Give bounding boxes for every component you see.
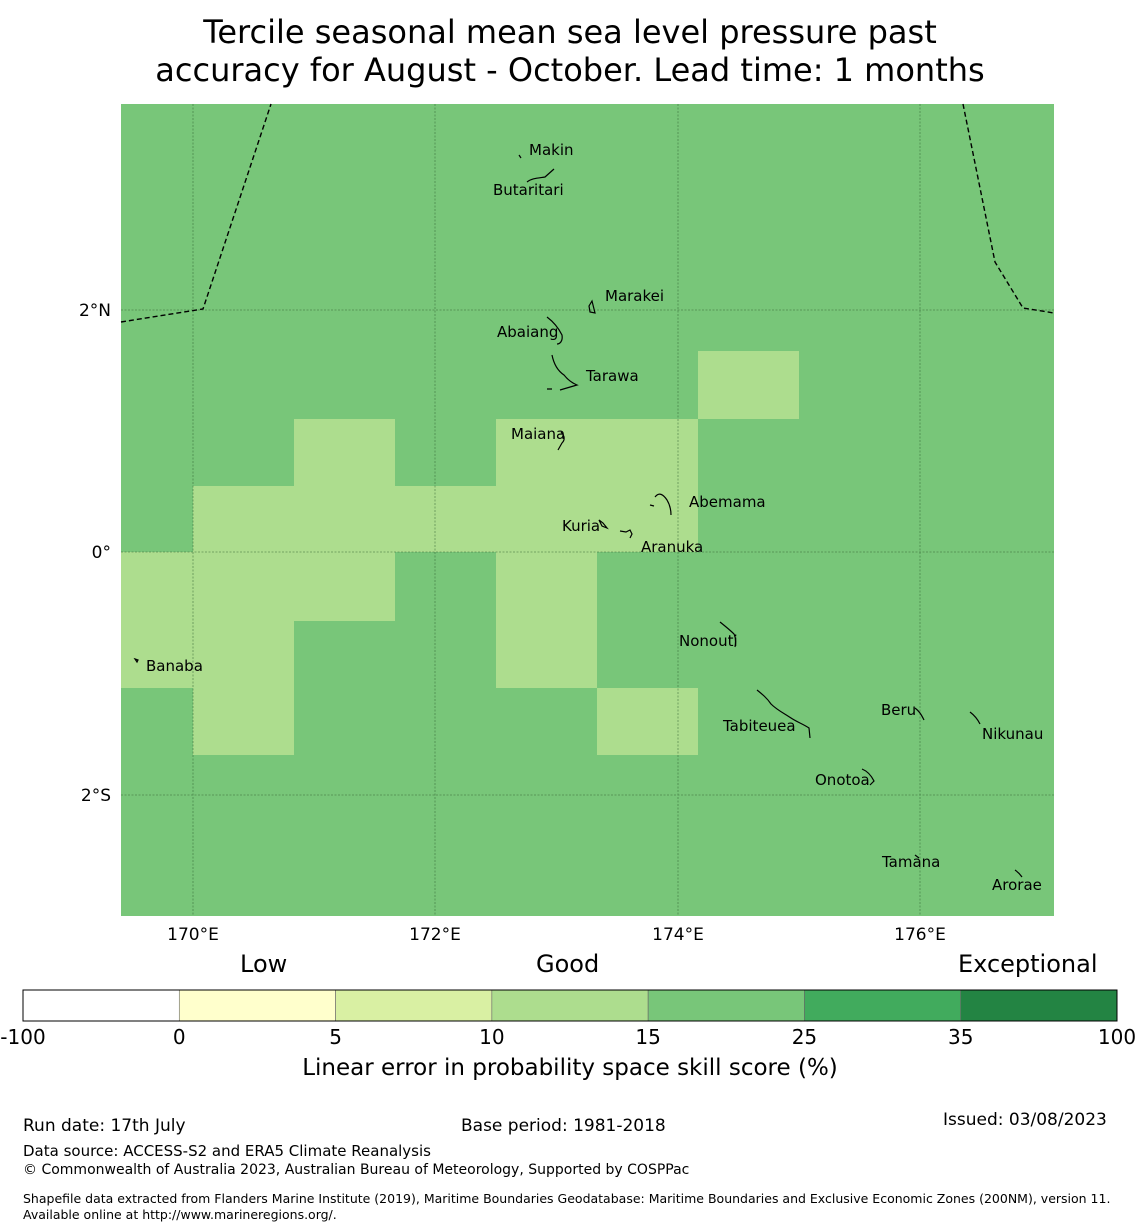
legend-level-good: Good	[536, 950, 600, 978]
skill-cell	[496, 552, 597, 621]
skill-cell	[193, 486, 698, 552]
island-kuria	[598, 519, 609, 530]
legend-level-low: Low	[240, 950, 288, 978]
place-label-butaritari: Butaritari	[493, 181, 564, 199]
copyright: © Commonwealth of Australia 2023, Austra…	[23, 1162, 690, 1178]
lon-label-174e: 174°E	[652, 925, 704, 945]
island-nonouti	[719, 621, 737, 648]
place-label-abemama: Abemama	[689, 493, 766, 511]
island-beru	[914, 707, 925, 721]
place-label-tarawa: Tarawa	[585, 367, 639, 385]
place-label-makin: Makin	[529, 141, 574, 159]
island-tamana	[914, 854, 920, 859]
skill-cell	[496, 419, 698, 486]
place-label-onotoa: Onotoa	[815, 771, 870, 789]
base-period: Base period: 1981-2018	[461, 1116, 666, 1136]
place-label-tamana: Tamana	[881, 853, 940, 871]
island-onotoa	[861, 768, 875, 786]
island-marakei	[588, 299, 596, 314]
lon-label-176e: 176°E	[894, 925, 946, 945]
island-tarawa	[547, 354, 579, 391]
place-label-marakei: Marakei	[605, 287, 664, 305]
island-arorae	[1014, 869, 1023, 878]
colorbar-label: Linear error in probability space skill …	[302, 1055, 838, 1081]
island-maiana	[557, 431, 565, 451]
eez-boundaries	[120, 103, 1055, 323]
lat-label-2n: 2°N	[79, 301, 111, 321]
chart-title-line2: accuracy for August - October. Lead time…	[155, 51, 985, 89]
skill-cell	[193, 688, 294, 755]
island-butaritari	[526, 168, 555, 183]
place-label-arorae: Arorae	[992, 876, 1042, 894]
island-nikunau	[969, 711, 981, 725]
skill-cell	[294, 419, 395, 486]
place-label-maiana: Maiana	[511, 425, 565, 443]
issued-date: Issued: 03/08/2023	[943, 1110, 1107, 1130]
place-label-banaba: Banaba	[146, 657, 203, 675]
place-label-nonouti: Nonouti	[679, 632, 738, 650]
lat-label-0: 0°	[92, 543, 111, 563]
place-label-abaiang: Abaiang	[497, 323, 558, 341]
legend-level-exceptional: Exceptional	[958, 950, 1098, 978]
eez-boundary-west	[120, 103, 272, 323]
place-label-nikunau: Nikunau	[982, 725, 1043, 743]
island-aranuka	[619, 529, 633, 539]
lon-label-170e: 170°E	[167, 925, 219, 945]
lon-label-172e: 172°E	[409, 925, 461, 945]
shapefile-credit: Shapefile data extracted from Flanders M…	[23, 1191, 1111, 1222]
gridlines	[121, 104, 1054, 916]
skill-cells-light	[121, 351, 799, 755]
island-outlines	[133, 154, 1023, 878]
place-label-kuria: Kuria	[562, 517, 600, 535]
island-abaiang	[546, 316, 563, 345]
skill-cell	[121, 621, 294, 688]
island-banaba	[133, 657, 139, 664]
chart-title-line1: Tercile seasonal mean sea level pressure…	[203, 13, 937, 51]
place-label-beru: Beru	[881, 701, 916, 719]
skill-cell	[496, 621, 597, 688]
skill-cell	[698, 351, 799, 419]
island-abemama	[649, 493, 672, 516]
island-tabiteuea	[756, 689, 811, 739]
lat-label-2s: 2°S	[81, 786, 111, 806]
island-makin	[518, 154, 522, 159]
data-source: Data source: ACCESS-S2 and ERA5 Climate …	[23, 1142, 431, 1160]
skill-cell	[597, 688, 698, 755]
skill-cell	[121, 552, 395, 621]
run-date: Run date: 17th July	[23, 1116, 186, 1136]
place-label-aranuka: Aranuka	[641, 538, 703, 556]
place-label-tabiteuea: Tabiteuea	[722, 717, 796, 735]
eez-boundary-east	[962, 103, 1055, 314]
